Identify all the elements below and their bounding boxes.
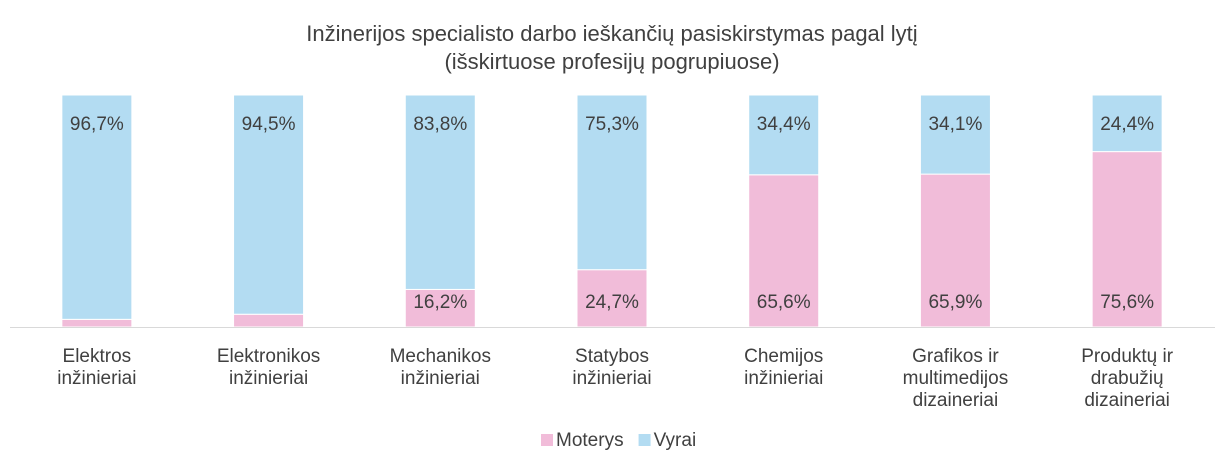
legend-swatch (638, 434, 651, 446)
x-tick-label: Statybos inžinieriai (572, 346, 651, 389)
data-label: 65,9% (928, 292, 982, 313)
data-label: 75,3% (585, 114, 639, 135)
legend-swatch (541, 434, 553, 446)
x-tick-label: Elektros inžinieriai (57, 346, 136, 389)
bar-segment (1091, 94, 1163, 153)
bar-segment (61, 318, 133, 328)
data-label: 65,6% (757, 292, 811, 313)
x-tick-label: Elektronikos inžinieriai (217, 346, 321, 389)
data-label: 96,7% (70, 114, 124, 135)
bar-segment (404, 288, 476, 328)
x-tick-label: Grafikos ir multimedijos dizaineriai (903, 346, 1009, 411)
bar-segment (919, 173, 991, 328)
data-label: 34,1% (928, 114, 982, 135)
data-label: 34,4% (757, 114, 811, 135)
bar-segment (919, 94, 991, 175)
bar-segment (576, 94, 648, 271)
data-label: 24,7% (585, 292, 639, 313)
chart-title: Inžinerijos specialisto darbo ieškančių … (306, 21, 917, 46)
bar-segment (748, 94, 820, 176)
data-label: 83,8% (413, 114, 467, 135)
legend-label: Moterys (556, 430, 624, 451)
data-label: 24,4% (1100, 114, 1154, 135)
bar-segment (233, 94, 305, 315)
data-label: 75,6% (1100, 292, 1154, 313)
data-label: 94,5% (242, 114, 296, 135)
bar-segment (404, 94, 476, 290)
legend-label: Vyrai (654, 430, 697, 451)
bar-segment (61, 94, 133, 320)
x-tick-label: Chemijos inžinieriai (744, 346, 823, 389)
x-tick-label: Mechanikos inžinieriai (390, 346, 491, 389)
bar-segment (233, 313, 305, 328)
data-label: 16,2% (413, 292, 467, 313)
chart-subtitle: (išskirtuose profesijų pogrupiuose) (444, 49, 779, 74)
x-tick-label: Produktų ir drabužių dizaineriai (1081, 346, 1174, 411)
